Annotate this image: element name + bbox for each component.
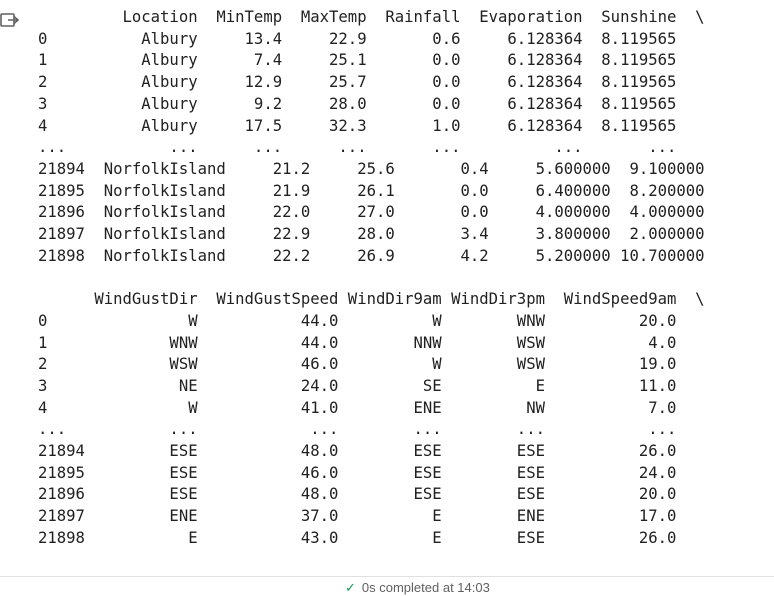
output-line: 21897 ENE 37.0 E ENE 17.0	[38, 507, 677, 526]
output-line: Location MinTemp MaxTemp Rainfall Evapor…	[38, 8, 705, 26]
output-line: 21896 ESE 48.0 ESE ESE 20.0	[38, 485, 677, 504]
output-line: WindGustDir WindGustSpeed WindDir9am Win…	[38, 290, 705, 309]
output-line: 21897 NorfolkIsland 22.9 28.0 3.4 3.8000…	[38, 225, 705, 244]
output-line: 3 NE 24.0 SE E 11.0	[38, 376, 677, 395]
output-line: 21898 E 43.0 E ESE 26.0	[38, 528, 677, 547]
output-line: ... ... ... ... ... ...	[38, 420, 677, 439]
output-line: 21894 ESE 48.0 ESE ESE 26.0	[38, 442, 677, 461]
output-line: 4 W 41.0 ENE NW 7.0	[38, 398, 677, 417]
dataframe-output: Location MinTemp MaxTemp Rainfall Evapor…	[38, 7, 705, 550]
output-line: 4 Albury 17.5 32.3 1.0 6.128364 8.119565	[38, 116, 677, 135]
output-line: 1 WNW 44.0 NNW WSW 4.0	[38, 333, 677, 352]
divider	[0, 576, 774, 577]
output-line: 2 Albury 12.9 25.7 0.0 6.128364 8.119565	[38, 73, 677, 92]
output-line: ... ... ... ... ... ... ...	[38, 138, 677, 157]
output-line: 21896 NorfolkIsland 22.0 27.0 0.0 4.0000…	[38, 203, 705, 222]
output-line: 2 WSW 46.0 W WSW 19.0	[38, 355, 677, 374]
output-line: 1 Albury 7.4 25.1 0.0 6.128364 8.119565	[38, 51, 677, 70]
output-line	[38, 267, 705, 289]
status-text: 0s completed at 14:03	[361, 580, 490, 595]
output-line: 21898 NorfolkIsland 22.2 26.9 4.2 5.2000…	[38, 246, 705, 265]
output-line: 0 W 44.0 W WNW 20.0	[38, 311, 677, 330]
output-toggle-icon[interactable]	[0, 10, 20, 32]
output-line: 3 Albury 9.2 28.0 0.0 6.128364 8.119565	[38, 94, 677, 113]
check-icon: ✓	[345, 580, 356, 595]
output-line: 21895 NorfolkIsland 21.9 26.1 0.0 6.4000…	[38, 181, 705, 200]
output-line: 21894 NorfolkIsland 21.2 25.6 0.4 5.6000…	[38, 159, 705, 178]
output-line: 21895 ESE 46.0 ESE ESE 24.0	[38, 463, 677, 482]
output-line: 0 Albury 13.4 22.9 0.6 6.128364 8.119565	[38, 29, 677, 48]
execution-status: ✓ 0s completed at 14:03	[345, 580, 490, 596]
